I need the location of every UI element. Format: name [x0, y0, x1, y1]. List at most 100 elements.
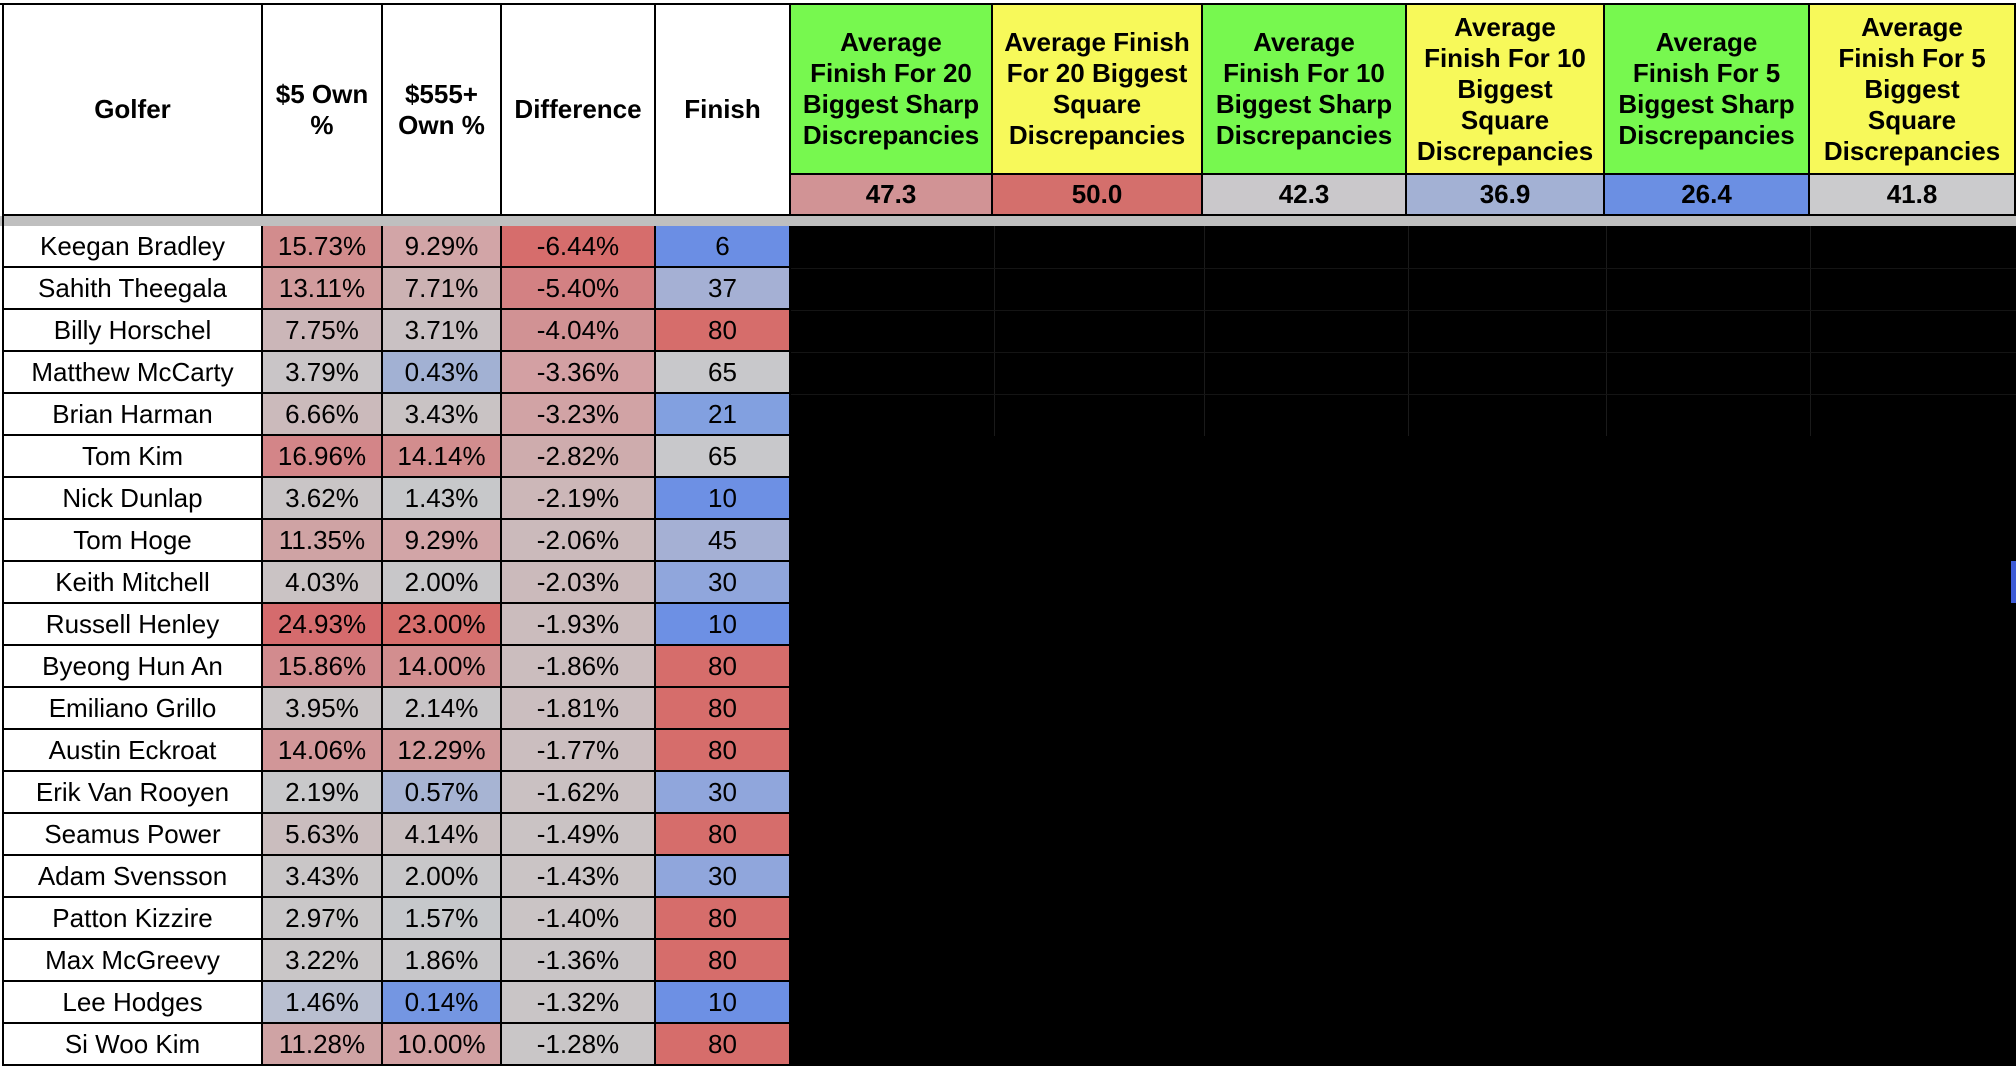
golfer-cell[interactable]: Adam Svensson: [4, 856, 263, 898]
finish-cell[interactable]: 80: [656, 1024, 791, 1066]
golfer-cell[interactable]: Tom Kim: [4, 436, 263, 478]
difference-cell[interactable]: -2.19%: [502, 478, 656, 520]
golfer-cell[interactable]: Lee Hodges: [4, 982, 263, 1024]
header-avg-10-square[interactable]: Average Finish For 10 Biggest Square Discrep…: [1407, 5, 1605, 175]
difference-cell[interactable]: -1.32%: [502, 982, 656, 1024]
golfer-cell[interactable]: Seamus Power: [4, 814, 263, 856]
header-golfer[interactable]: Golfer: [4, 5, 263, 216]
own5-cell[interactable]: 7.75%: [263, 310, 383, 352]
header-avg-20-square[interactable]: Average Finish For 20 Biggest Square Discre…: [993, 5, 1203, 175]
own555-cell[interactable]: 9.29%: [383, 520, 502, 562]
difference-cell[interactable]: -2.03%: [502, 562, 656, 604]
own5-cell[interactable]: 24.93%: [263, 604, 383, 646]
difference-cell[interactable]: -1.62%: [502, 772, 656, 814]
golfer-cell[interactable]: Emiliano Grillo: [4, 688, 263, 730]
golfer-cell[interactable]: Austin Eckroat: [4, 730, 263, 772]
own555-cell[interactable]: 14.14%: [383, 436, 502, 478]
difference-cell[interactable]: -1.43%: [502, 856, 656, 898]
header-avg-5-square[interactable]: Average Finish For 5 Biggest Square Discrepa…: [1810, 5, 2016, 175]
difference-cell[interactable]: -1.28%: [502, 1024, 656, 1066]
finish-cell[interactable]: 80: [656, 814, 791, 856]
golfer-cell[interactable]: Nick Dunlap: [4, 478, 263, 520]
own555-cell[interactable]: 1.43%: [383, 478, 502, 520]
own555-cell[interactable]: 1.86%: [383, 940, 502, 982]
own555-cell[interactable]: 23.00%: [383, 604, 502, 646]
value-avg-5-square[interactable]: 41.8: [1810, 175, 2016, 216]
finish-cell[interactable]: 6: [656, 226, 791, 268]
own555-cell[interactable]: 4.14%: [383, 814, 502, 856]
frozen-row-divider[interactable]: [0, 216, 2016, 226]
difference-cell[interactable]: -1.81%: [502, 688, 656, 730]
own555-cell[interactable]: 3.43%: [383, 394, 502, 436]
value-avg-20-sharp[interactable]: 47.3: [791, 175, 993, 216]
own5-cell[interactable]: 3.22%: [263, 940, 383, 982]
difference-cell[interactable]: -4.04%: [502, 310, 656, 352]
own555-cell[interactable]: 10.00%: [383, 1024, 502, 1066]
header-own5[interactable]: $5 Own%: [263, 5, 383, 216]
own555-cell[interactable]: 2.14%: [383, 688, 502, 730]
difference-cell[interactable]: -5.40%: [502, 268, 656, 310]
finish-cell[interactable]: 80: [656, 688, 791, 730]
own5-cell[interactable]: 3.79%: [263, 352, 383, 394]
own5-cell[interactable]: 3.95%: [263, 688, 383, 730]
own5-cell[interactable]: 13.11%: [263, 268, 383, 310]
golfer-cell[interactable]: Erik Van Rooyen: [4, 772, 263, 814]
golfer-cell[interactable]: Max McGreevy: [4, 940, 263, 982]
own5-cell[interactable]: 11.35%: [263, 520, 383, 562]
difference-cell[interactable]: -1.77%: [502, 730, 656, 772]
difference-cell[interactable]: -1.36%: [502, 940, 656, 982]
own555-cell[interactable]: 0.43%: [383, 352, 502, 394]
difference-cell[interactable]: -6.44%: [502, 226, 656, 268]
difference-cell[interactable]: -3.36%: [502, 352, 656, 394]
finish-cell[interactable]: 80: [656, 646, 791, 688]
own5-cell[interactable]: 14.06%: [263, 730, 383, 772]
golfer-cell[interactable]: Keegan Bradley: [4, 226, 263, 268]
own555-cell[interactable]: 2.00%: [383, 856, 502, 898]
golfer-cell[interactable]: Matthew McCarty: [4, 352, 263, 394]
header-avg-20-sharp[interactable]: Average Finish For 20 Biggest Sharp Discrep…: [791, 5, 993, 175]
finish-cell[interactable]: 30: [656, 772, 791, 814]
finish-cell[interactable]: 10: [656, 982, 791, 1024]
golfer-cell[interactable]: Byeong Hun An: [4, 646, 263, 688]
own555-cell[interactable]: 2.00%: [383, 562, 502, 604]
own555-cell[interactable]: 0.14%: [383, 982, 502, 1024]
header-finish[interactable]: Finish: [656, 5, 791, 216]
finish-cell[interactable]: 45: [656, 520, 791, 562]
finish-cell[interactable]: 65: [656, 436, 791, 478]
golfer-cell[interactable]: Sahith Theegala: [4, 268, 263, 310]
difference-cell[interactable]: -3.23%: [502, 394, 656, 436]
difference-cell[interactable]: -1.40%: [502, 898, 656, 940]
header-avg-5-sharp[interactable]: Average Finish For 5 Biggest Sharp Discrepa…: [1605, 5, 1810, 175]
finish-cell[interactable]: 30: [656, 856, 791, 898]
golfer-cell[interactable]: Keith Mitchell: [4, 562, 263, 604]
golfer-cell[interactable]: Billy Horschel: [4, 310, 263, 352]
own5-cell[interactable]: 16.96%: [263, 436, 383, 478]
own555-cell[interactable]: 7.71%: [383, 268, 502, 310]
finish-cell[interactable]: 80: [656, 898, 791, 940]
own5-cell[interactable]: 2.97%: [263, 898, 383, 940]
own5-cell[interactable]: 15.73%: [263, 226, 383, 268]
golfer-cell[interactable]: Si Woo Kim: [4, 1024, 263, 1066]
own5-cell[interactable]: 6.66%: [263, 394, 383, 436]
own5-cell[interactable]: 3.43%: [263, 856, 383, 898]
own5-cell[interactable]: 15.86%: [263, 646, 383, 688]
own5-cell[interactable]: 5.63%: [263, 814, 383, 856]
difference-cell[interactable]: -1.86%: [502, 646, 656, 688]
header-difference[interactable]: Difference: [502, 5, 656, 216]
golfer-cell[interactable]: Brian Harman: [4, 394, 263, 436]
own5-cell[interactable]: 3.62%: [263, 478, 383, 520]
finish-cell[interactable]: 80: [656, 940, 791, 982]
value-avg-10-square[interactable]: 36.9: [1407, 175, 1605, 216]
golfer-cell[interactable]: Russell Henley: [4, 604, 263, 646]
finish-cell[interactable]: 10: [656, 604, 791, 646]
value-avg-5-sharp[interactable]: 26.4: [1605, 175, 1810, 216]
golfer-cell[interactable]: Patton Kizzire: [4, 898, 263, 940]
finish-cell[interactable]: 10: [656, 478, 791, 520]
header-avg-10-sharp[interactable]: Average Finish For 10 Biggest Sharp Discrep…: [1203, 5, 1407, 175]
own555-cell[interactable]: 14.00%: [383, 646, 502, 688]
difference-cell[interactable]: -1.93%: [502, 604, 656, 646]
golfer-cell[interactable]: Tom Hoge: [4, 520, 263, 562]
own555-cell[interactable]: 0.57%: [383, 772, 502, 814]
own555-cell[interactable]: 9.29%: [383, 226, 502, 268]
own555-cell[interactable]: 12.29%: [383, 730, 502, 772]
